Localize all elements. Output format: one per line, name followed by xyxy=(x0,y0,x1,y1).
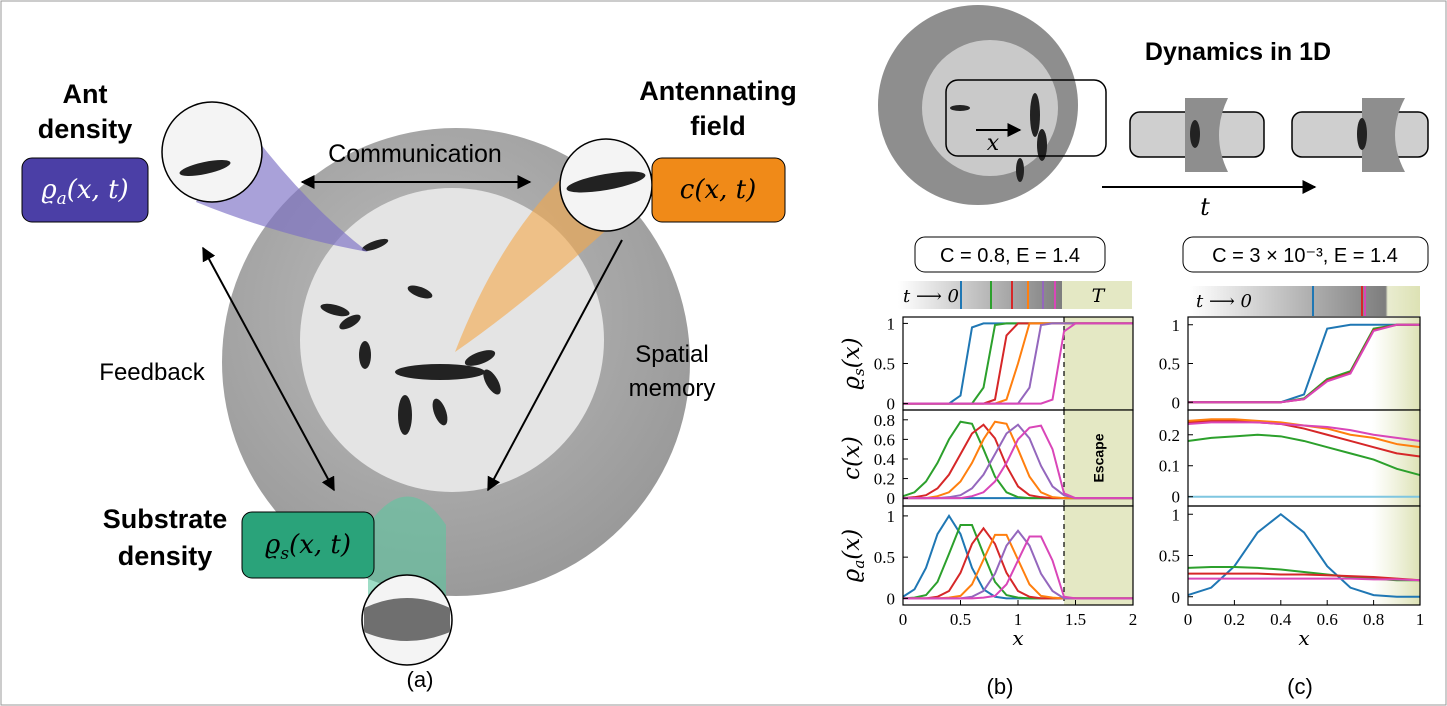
y-tick-label: 1 xyxy=(1172,505,1181,524)
y-tick-label: 0 xyxy=(887,489,896,508)
panel-label: (a) xyxy=(407,667,434,692)
body: Communication Feedback Spatial memory An… xyxy=(0,0,1447,706)
x-tick-label: 0.2 xyxy=(1224,610,1245,629)
panel-label: (c) xyxy=(1287,674,1313,699)
y-tick-label: 0 xyxy=(1172,393,1181,412)
y-tick-label: 0.5 xyxy=(1159,547,1180,566)
subscript: a xyxy=(850,560,868,569)
y-tick-label: 0.1 xyxy=(1159,457,1180,476)
x-tick-label: 0.6 xyxy=(1317,610,1338,629)
ant-photo xyxy=(162,102,262,202)
subscript: s xyxy=(280,544,289,564)
argument: (x) xyxy=(839,436,865,467)
y-tick-label: 0.2 xyxy=(874,470,895,489)
annotation: Escape xyxy=(1091,433,1107,482)
y-tick-label: 0 xyxy=(1172,488,1181,507)
x-label: x xyxy=(987,131,1000,156)
feedback-label: Feedback xyxy=(99,359,205,386)
y-axis-label: ϱa(x) xyxy=(839,529,868,582)
fade-region xyxy=(1372,317,1420,410)
substrate-dark xyxy=(364,598,450,641)
y-tick-label: 0.5 xyxy=(874,355,895,374)
condition: C = 3 × 10⁻³, E = 1.4 xyxy=(1212,245,1398,267)
y-tick-label: 0 xyxy=(887,589,896,608)
y-tick-label: 0.5 xyxy=(874,548,895,567)
ant xyxy=(1357,118,1367,150)
y-tick-label: 0.8 xyxy=(874,411,895,430)
ant xyxy=(395,364,485,380)
y-tick-label: 1 xyxy=(887,314,896,333)
dynamics-title: Dynamics in 1D xyxy=(1145,38,1331,66)
y-tick-label: 0 xyxy=(1172,588,1181,607)
x-tick-label: 0 xyxy=(1184,610,1193,629)
argument: (x) xyxy=(839,337,865,368)
ant xyxy=(1190,120,1200,148)
memory-label: Spatial xyxy=(635,341,708,368)
ant-density-formula: ϱa(x, t) xyxy=(41,175,128,209)
x-tick-label: 0 xyxy=(899,610,908,629)
argument: (x, t) xyxy=(67,175,129,205)
figure: Communication Feedback Spatial memory An… xyxy=(0,0,1447,706)
x-tick-label: 0.4 xyxy=(1270,610,1292,629)
subscript: a xyxy=(57,189,67,209)
ant xyxy=(1030,93,1040,137)
panel-label: (b) xyxy=(987,674,1014,699)
time-bar-start: t ⟶ 0 xyxy=(903,286,959,307)
x-tick-label: 1 xyxy=(1416,610,1425,629)
y-axis-label: ϱs(x) xyxy=(839,337,868,389)
x-tick-label: 0.8 xyxy=(1363,610,1384,629)
symbol: ϱ xyxy=(41,175,57,205)
condition: C = 0.8, E = 1.4 xyxy=(940,245,1080,267)
ant-density-title: Ant xyxy=(63,79,108,109)
ant xyxy=(398,395,412,435)
symbol: c xyxy=(839,467,865,480)
x-tick-label: 0.5 xyxy=(950,610,971,629)
antennating-title: field xyxy=(690,111,746,141)
ant-density-title: density xyxy=(38,114,133,144)
y-tick-label: 0.5 xyxy=(1159,355,1180,374)
x-tick-label: 2 xyxy=(1129,610,1138,629)
y-axis-label: c(x) xyxy=(839,436,865,480)
y-tick-label: 0.2 xyxy=(1159,426,1180,445)
symbol: ϱ xyxy=(839,376,865,390)
communication-label: Communication xyxy=(328,140,502,168)
time-bar-end: T xyxy=(1092,285,1106,307)
time-bar-start: t ⟶ 0 xyxy=(1196,291,1252,312)
page: Figure { "panel_a": { "label": "(a)", "c… xyxy=(0,0,1447,706)
y-tick-label: 1 xyxy=(1172,316,1181,335)
argument: (x, t) xyxy=(694,175,756,205)
symbol: ϱ xyxy=(839,568,865,582)
substrate-title: density xyxy=(118,541,213,571)
symbol: ϱ xyxy=(265,530,281,560)
ant xyxy=(359,341,371,369)
argument: (x) xyxy=(839,529,865,560)
y-tick-label: 0.4 xyxy=(874,450,896,469)
fade-region xyxy=(1372,410,1420,506)
escape-region xyxy=(1064,506,1133,605)
y-tick-label: 1 xyxy=(887,507,896,526)
y-tick-label: 0.6 xyxy=(874,430,895,449)
x-axis-label: x xyxy=(1012,626,1023,650)
substrate-title: Substrate xyxy=(103,504,228,534)
argument: (x, t) xyxy=(289,530,351,560)
x-axis-label: x xyxy=(1298,626,1309,650)
x-tick-label: 1.5 xyxy=(1065,610,1086,629)
memory-label: memory xyxy=(629,375,716,402)
antennating-title: Antennating xyxy=(639,76,796,106)
ant xyxy=(950,105,970,111)
antennating-formula: c(x, t) xyxy=(680,175,757,205)
ant xyxy=(1016,158,1024,182)
fade-region xyxy=(1372,506,1420,605)
t-label: t xyxy=(1200,193,1210,221)
substrate-formula: ϱs(x, t) xyxy=(265,530,351,564)
escape-region xyxy=(1064,317,1133,410)
symbol: c xyxy=(680,175,695,205)
